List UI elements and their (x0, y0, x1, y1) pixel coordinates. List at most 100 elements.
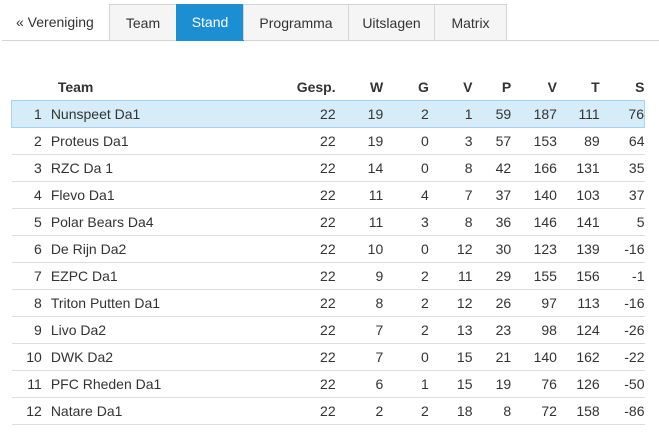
row-gespeeld: 22 (264, 370, 336, 398)
back-to-vereniging-link[interactable]: « Vereniging (0, 4, 108, 40)
row-team-name: Nunspeet Da1 (50, 100, 265, 128)
table-row[interactable]: 9 Livo Da2 22 7 2 13 23 98 124 -26 (11, 316, 645, 344)
row-gewonnen: 11 (335, 208, 384, 236)
row-doelpunten-voor: 166 (511, 154, 557, 182)
row-position: 9 (11, 316, 51, 344)
row-position: 4 (11, 181, 51, 209)
row-gelijk: 1 (383, 370, 429, 398)
row-position: 11 (11, 370, 51, 398)
row-punten: 26 (472, 289, 512, 317)
table-row[interactable]: 4 Flevo Da1 22 11 4 7 37 140 103 37 (11, 181, 645, 209)
row-verloren: 8 (428, 208, 473, 236)
row-saldo: -50 (599, 370, 645, 398)
row-punten: 57 (472, 127, 512, 155)
row-gelijk: 3 (383, 208, 429, 236)
row-gewonnen: 6 (335, 370, 384, 398)
row-verloren: 15 (428, 343, 473, 371)
table-row[interactable]: 10 DWK Da2 22 7 0 15 21 140 162 -22 (11, 343, 645, 371)
row-doelpunten-tegen: 124 (556, 316, 600, 344)
row-saldo: 35 (599, 154, 645, 182)
row-doelpunten-voor: 97 (511, 289, 557, 317)
table-row[interactable]: 7 EZPC Da1 22 9 2 11 29 155 156 -1 (11, 262, 645, 290)
row-doelpunten-tegen: 156 (556, 262, 600, 290)
row-doelpunten-voor: 76 (511, 370, 557, 398)
row-gelijk: 2 (383, 316, 429, 344)
row-gespeeld: 22 (264, 235, 336, 263)
row-doelpunten-tegen: 131 (556, 154, 600, 182)
row-punten: 59 (472, 100, 512, 128)
tab-team[interactable]: Team (109, 4, 177, 40)
header-gewonnen: W (370, 79, 384, 95)
row-team-name: Proteus Da1 (50, 127, 265, 155)
row-gespeeld: 22 (264, 208, 336, 236)
standings-header-row: Team Gesp. W G V P V T S (12, 74, 645, 101)
row-gelijk: 0 (383, 127, 429, 155)
row-saldo: 64 (599, 127, 645, 155)
header-position (12, 74, 51, 101)
row-punten: 19 (472, 370, 512, 398)
tab-matrix[interactable]: Matrix (434, 4, 507, 40)
row-punten: 42 (472, 154, 512, 182)
row-team-name: EZPC Da1 (50, 262, 265, 290)
header-doelpunten-voor: V (547, 79, 557, 95)
row-gelijk: 2 (383, 100, 429, 128)
row-team-name: RZC Da 1 (50, 154, 265, 182)
row-gewonnen: 7 (335, 316, 384, 344)
header-team: Team (57, 79, 94, 95)
row-doelpunten-tegen: 111 (556, 100, 600, 128)
row-doelpunten-voor: 98 (511, 316, 557, 344)
row-team-name: De Rijn Da2 (50, 235, 265, 263)
tab-bar-divider (2, 40, 659, 41)
row-gewonnen: 10 (335, 235, 384, 263)
tab-programma[interactable]: Programma (243, 4, 349, 40)
header-verloren: V (463, 79, 473, 95)
row-position: 10 (11, 343, 51, 371)
row-position: 1 (10, 100, 51, 128)
row-position: 7 (11, 262, 51, 290)
row-gelijk: 0 (383, 235, 429, 263)
row-saldo: -86 (599, 397, 645, 425)
header-punten: P (501, 79, 512, 95)
table-row[interactable]: 1 Nunspeet Da1 22 19 2 1 59 187 111 76 (10, 100, 645, 128)
row-gewonnen: 19 (335, 127, 384, 155)
row-punten: 23 (472, 316, 512, 344)
row-saldo: -22 (599, 343, 645, 371)
row-gewonnen: 2 (335, 397, 384, 425)
row-position: 6 (11, 235, 51, 263)
table-row[interactable]: 6 De Rijn Da2 22 10 0 12 30 123 139 -16 (11, 235, 645, 263)
row-gelijk: 4 (383, 181, 429, 209)
row-position: 12 (11, 397, 51, 425)
row-team-name: DWK Da2 (50, 343, 265, 371)
row-gewonnen: 8 (335, 289, 384, 317)
table-row[interactable]: 3 RZC Da 1 22 14 0 8 42 166 131 35 (11, 154, 645, 182)
row-doelpunten-voor: 72 (511, 397, 557, 425)
row-gewonnen: 11 (335, 181, 384, 209)
row-gelijk: 2 (383, 262, 429, 290)
table-row[interactable]: 5 Polar Bears Da4 22 11 3 8 36 146 141 5 (11, 208, 645, 236)
tab-uitslagen[interactable]: Uitslagen (348, 4, 435, 40)
row-position: 5 (11, 208, 51, 236)
row-position: 2 (11, 127, 51, 155)
row-punten: 29 (472, 262, 512, 290)
row-doelpunten-voor: 140 (511, 181, 557, 209)
row-doelpunten-tegen: 162 (556, 343, 600, 371)
table-row[interactable]: 8 Triton Putten Da1 22 8 2 12 26 97 113 -16 (11, 289, 645, 317)
row-position: 3 (11, 154, 51, 182)
tab-stand[interactable]: Stand (176, 4, 244, 41)
row-saldo: -1 (599, 262, 645, 290)
row-verloren: 11 (428, 262, 473, 290)
row-punten: 21 (472, 343, 512, 371)
row-verloren: 12 (428, 235, 473, 263)
row-verloren: 7 (428, 181, 473, 209)
row-team-name: Polar Bears Da4 (50, 208, 265, 236)
standings-table: Team Gesp. W G V P V T S 1 Nunspeet Da1 22… (10, 74, 645, 425)
row-gespeeld: 22 (264, 289, 336, 317)
table-row[interactable]: 2 Proteus Da1 22 19 0 3 57 153 89 64 (11, 127, 645, 155)
table-row[interactable]: 12 Natare Da1 22 2 2 18 8 72 158 -86 (11, 397, 645, 425)
header-saldo: S (635, 79, 645, 95)
table-row[interactable]: 11 PFC Rheden Da1 22 6 1 15 19 76 126 -50 (11, 370, 645, 398)
standings-body: 1 Nunspeet Da1 22 19 2 1 59 187 111 76 2 Proteus Da… (10, 100, 645, 425)
row-gespeeld: 22 (264, 181, 336, 209)
row-punten: 30 (472, 235, 512, 263)
row-gewonnen: 9 (335, 262, 384, 290)
